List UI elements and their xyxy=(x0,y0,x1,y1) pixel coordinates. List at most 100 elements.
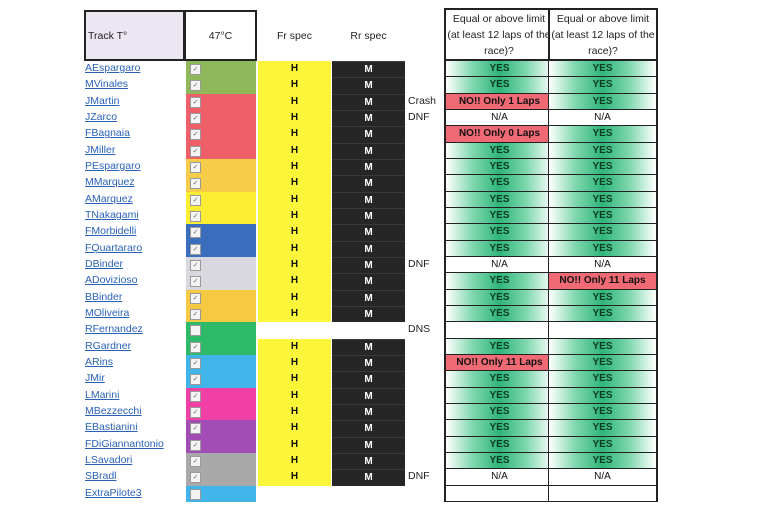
checkbox[interactable] xyxy=(190,325,201,337)
team-color-cell: ✓ xyxy=(186,289,256,306)
checkbox[interactable]: ✓ xyxy=(190,194,201,206)
front-spec-cell: H xyxy=(258,354,331,372)
checkbox[interactable]: ✓ xyxy=(190,423,201,435)
table-row: LSavadori ✓ H M YES YES xyxy=(0,452,768,470)
rider-link[interactable]: JMiller xyxy=(85,143,116,156)
rider-link[interactable]: LMarini xyxy=(85,388,120,401)
checkbox[interactable]: ✓ xyxy=(190,259,201,271)
checkbox[interactable]: ✓ xyxy=(190,96,201,108)
rider-link[interactable]: MVinales xyxy=(85,78,128,91)
front-spec-cell: H xyxy=(258,207,331,225)
rider-link[interactable]: MOliveira xyxy=(85,306,130,319)
checkbox[interactable]: ✓ xyxy=(190,472,201,484)
rider-link[interactable]: LSavadori xyxy=(85,453,133,466)
rider-link[interactable]: FQuartararo xyxy=(85,241,143,254)
table-row: DBinder ✓ H M DNF N/A N/A xyxy=(0,256,768,274)
table-row: TNakagami ✓ H M YES YES xyxy=(0,207,768,225)
lap-limit-result-2: N/A xyxy=(548,109,658,127)
table-row: JMartin ✓ H M Crash NO!! Only 1 Laps YES xyxy=(0,93,768,110)
rider-link[interactable]: PEspargaro xyxy=(85,159,141,172)
lap-limit-result-1: YES xyxy=(444,158,554,176)
front-spec-cell: H xyxy=(258,403,331,421)
rider-link[interactable]: ARins xyxy=(85,355,114,368)
lap-limit-result-2: YES xyxy=(548,158,658,176)
checkbox[interactable]: ✓ xyxy=(190,129,201,141)
team-color-cell: ✓ xyxy=(186,224,256,241)
team-color-cell: ✓ xyxy=(186,371,256,388)
lap-limit-result-2: YES xyxy=(548,142,658,159)
checkbox[interactable]: ✓ xyxy=(190,455,201,467)
rear-spec-cell: M xyxy=(332,126,405,143)
lap-limit-result-1: YES xyxy=(444,452,554,470)
rider-link[interactable]: AMarquez xyxy=(85,192,133,205)
rider-link[interactable]: SBradl xyxy=(85,470,117,483)
team-color-cell: ✓ xyxy=(186,273,256,290)
checkbox[interactable]: ✓ xyxy=(190,292,201,304)
checkbox[interactable]: ✓ xyxy=(190,178,201,190)
table-row: MVinales ✓ H M YES YES xyxy=(0,77,768,94)
rider-link[interactable]: RGardner xyxy=(85,339,132,352)
lap-limit-header-1: Equal or above limit (at least 12 laps o… xyxy=(444,8,554,61)
lap-limit-result-2 xyxy=(548,485,658,502)
team-color-cell: ✓ xyxy=(186,158,256,176)
rider-link[interactable]: EBastianini xyxy=(85,421,138,434)
rear-spec-cell: M xyxy=(332,191,405,208)
checkbox[interactable]: ✓ xyxy=(190,243,201,255)
team-color-cell: ✓ xyxy=(186,469,256,486)
team-color-cell: ✓ xyxy=(186,109,256,127)
rear-spec-cell: M xyxy=(332,142,405,159)
race-note: DNF xyxy=(408,470,430,483)
lap-limit-result-1: YES xyxy=(444,436,554,453)
rider-link[interactable]: DBinder xyxy=(85,257,123,270)
rider-link[interactable]: JMir xyxy=(85,372,105,385)
checkbox[interactable]: ✓ xyxy=(190,406,201,418)
front-spec-cell: H xyxy=(258,175,331,192)
team-color-cell: ✓ xyxy=(186,175,256,192)
checkbox[interactable]: ✓ xyxy=(190,210,201,222)
rider-link[interactable]: BBinder xyxy=(85,290,123,303)
front-spec-cell: H xyxy=(258,158,331,176)
lap-limit-result-1: YES xyxy=(444,175,554,192)
front-spec-cell: H xyxy=(258,61,331,78)
checkbox[interactable]: ✓ xyxy=(190,357,201,369)
rider-link[interactable]: ExtraPilote3 xyxy=(85,486,142,499)
checkbox[interactable]: ✓ xyxy=(190,145,201,157)
lap-limit-result-2: YES xyxy=(548,420,658,437)
team-color-cell: ✓ xyxy=(186,61,256,78)
checkbox[interactable]: ✓ xyxy=(190,80,201,92)
checkbox[interactable]: ✓ xyxy=(190,227,201,239)
lap-limit-result-1: YES xyxy=(444,61,554,78)
rider-link[interactable]: JZarco xyxy=(85,110,118,123)
race-note: DNF xyxy=(408,257,430,270)
rider-link[interactable]: MMarquez xyxy=(85,176,135,189)
checkbox[interactable]: ✓ xyxy=(190,276,201,288)
rider-link[interactable]: FDiGiannantonio xyxy=(85,437,164,450)
team-color-cell: ✓ xyxy=(186,305,256,323)
rider-link[interactable]: FBagnaia xyxy=(85,127,130,140)
rider-link[interactable]: RFernandez xyxy=(85,323,143,336)
checkbox[interactable]: ✓ xyxy=(190,341,201,353)
rear-spec-cell: M xyxy=(332,371,405,388)
rider-link[interactable]: MBezzecchi xyxy=(85,404,142,417)
lap-limit-result-1: YES xyxy=(444,77,554,94)
checkbox[interactable] xyxy=(190,488,201,500)
checkbox[interactable]: ✓ xyxy=(190,112,201,124)
rider-link[interactable]: AEspargaro xyxy=(85,62,141,74)
checkbox[interactable]: ✓ xyxy=(190,390,201,402)
front-spec-cell: H xyxy=(258,387,331,404)
front-spec-cell: H xyxy=(258,469,331,486)
rider-link[interactable]: JMartin xyxy=(85,94,120,107)
front-spec-cell: H xyxy=(258,436,331,453)
rider-link[interactable]: TNakagami xyxy=(85,208,139,221)
checkbox[interactable]: ✓ xyxy=(190,64,201,75)
rear-spec-cell: M xyxy=(332,240,405,257)
checkbox[interactable]: ✓ xyxy=(190,439,201,451)
front-spec-cell: H xyxy=(258,305,331,323)
checkbox[interactable]: ✓ xyxy=(190,161,201,173)
rider-link[interactable]: ADovizioso xyxy=(85,274,138,287)
rider-link[interactable]: FMorbidelli xyxy=(85,225,137,238)
checkbox[interactable]: ✓ xyxy=(190,308,201,320)
rear-spec-cell: M xyxy=(332,175,405,192)
checkbox[interactable]: ✓ xyxy=(190,374,201,386)
lap-limit-result-2: YES xyxy=(548,338,658,355)
